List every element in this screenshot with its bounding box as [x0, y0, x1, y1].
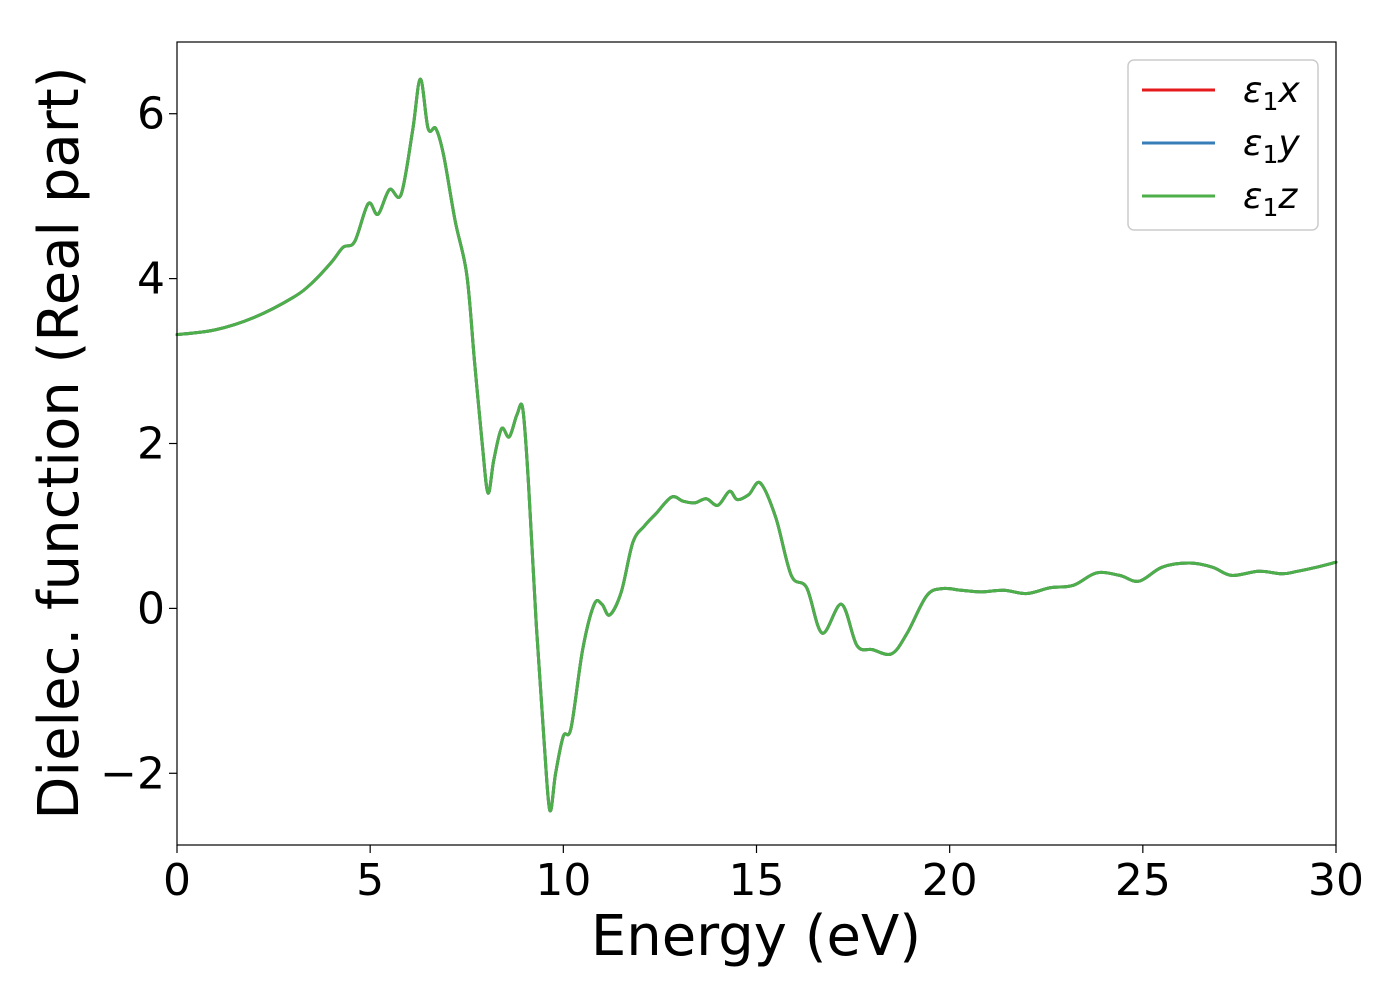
- series-line-z: [175, 77, 1338, 813]
- x-tick-label: 25: [1115, 855, 1171, 906]
- y-axis-label: Dielec. function (Real part): [27, 66, 92, 819]
- x-axis-ticks: 0 5 10 15 20 25 30: [163, 845, 1364, 906]
- y-tick-label: 2: [137, 419, 165, 470]
- legend: ε1x ε1y ε1z: [1127, 59, 1319, 231]
- x-tick-label: 0: [163, 855, 191, 906]
- x-tick-label: 15: [729, 855, 785, 906]
- x-tick-label: 30: [1308, 855, 1364, 906]
- legend-label-y: ε1y: [1243, 123, 1300, 169]
- y-axis-ticks: −2 0 2 4 6: [100, 89, 177, 799]
- x-axis-label: Energy (eV): [591, 904, 921, 969]
- series-layer: [175, 77, 1338, 813]
- y-tick-label: −2: [100, 748, 165, 799]
- y-tick-label: 6: [137, 89, 165, 140]
- x-tick-label: 5: [356, 855, 384, 906]
- x-tick-label: 20: [922, 855, 978, 906]
- legend-label-z: ε1z: [1243, 176, 1298, 222]
- legend-label-x: ε1x: [1243, 70, 1300, 116]
- y-tick-label: 0: [137, 583, 165, 634]
- legend-frame: [1127, 59, 1319, 231]
- x-tick-label: 10: [535, 855, 591, 906]
- y-tick-label: 4: [137, 254, 165, 305]
